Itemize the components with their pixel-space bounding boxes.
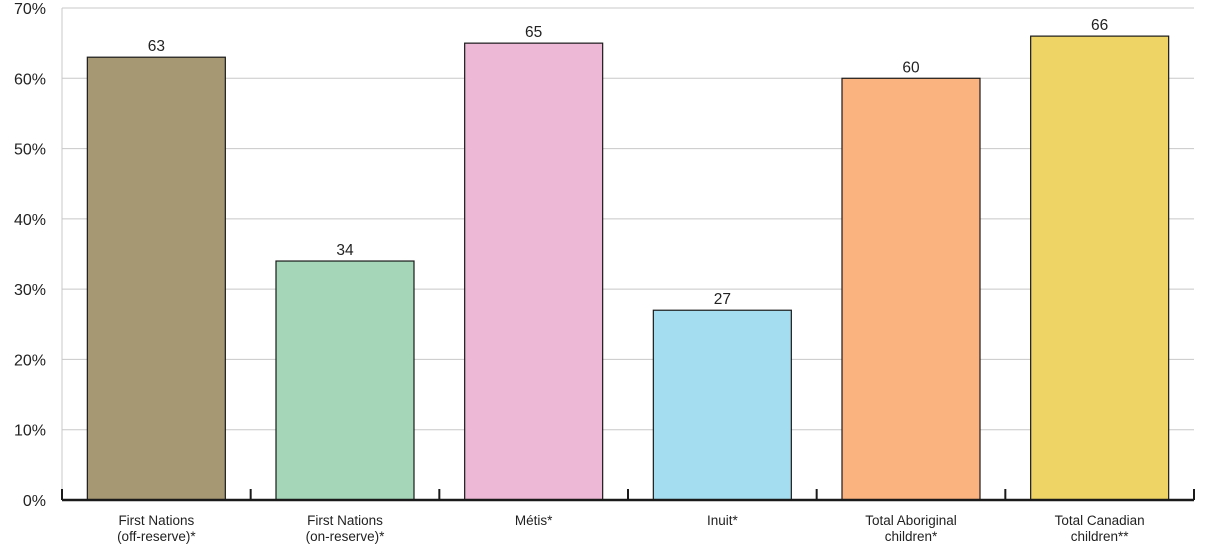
category-label-line: children**	[1071, 529, 1130, 544]
y-tick-label: 0%	[23, 493, 46, 510]
gridlines	[61, 7, 1194, 500]
bar	[275, 260, 415, 501]
category-label-line: Total Canadian	[1055, 513, 1145, 528]
data-labels: 63 34 65 27 60 66	[148, 17, 1109, 308]
data-label: 65	[525, 24, 542, 41]
bars	[86, 35, 1170, 501]
bar	[841, 77, 981, 501]
bar	[86, 56, 226, 501]
category-label: Total Canadian children**	[1055, 513, 1145, 544]
y-tick-label: 50%	[14, 142, 46, 159]
y-tick-label: 30%	[14, 282, 46, 299]
data-label: 34	[336, 242, 354, 259]
y-axis-tick-labels: 0% 10% 20% 30% 40% 50% 60% 70%	[14, 1, 46, 510]
category-label-line: First Nations	[118, 513, 194, 528]
category-label-line: children*	[885, 529, 938, 544]
category-label-line: Métis*	[515, 513, 553, 528]
bar	[1030, 35, 1170, 501]
data-label: 66	[1091, 17, 1108, 34]
data-label: 63	[148, 38, 165, 55]
x-axis	[61, 489, 1195, 502]
category-label: First Nations (off-reserve)*	[117, 513, 196, 544]
category-label: Total Aboriginal children*	[865, 513, 957, 544]
category-label-line: (on-reserve)*	[306, 529, 386, 544]
data-label: 27	[714, 291, 731, 308]
category-label: First Nations (on-reserve)*	[306, 513, 386, 544]
data-label: 60	[902, 59, 920, 76]
x-axis-category-labels: First Nations (off-reserve)*First Nations…	[117, 513, 1145, 544]
y-tick-label: 20%	[14, 352, 46, 369]
category-label-line: (off-reserve)*	[117, 529, 196, 544]
category-label-line: Inuit*	[707, 513, 739, 528]
y-tick-label: 10%	[14, 423, 46, 440]
y-tick-label: 60%	[14, 71, 46, 88]
bar	[464, 42, 604, 501]
category-label-line: First Nations	[307, 513, 383, 528]
category-label-line: Total Aboriginal	[865, 513, 957, 528]
bar	[652, 309, 792, 501]
category-label: Inuit*	[707, 513, 739, 528]
y-tick-label: 40%	[14, 212, 46, 229]
y-tick-label: 70%	[14, 1, 46, 18]
category-label: Métis*	[515, 513, 553, 528]
